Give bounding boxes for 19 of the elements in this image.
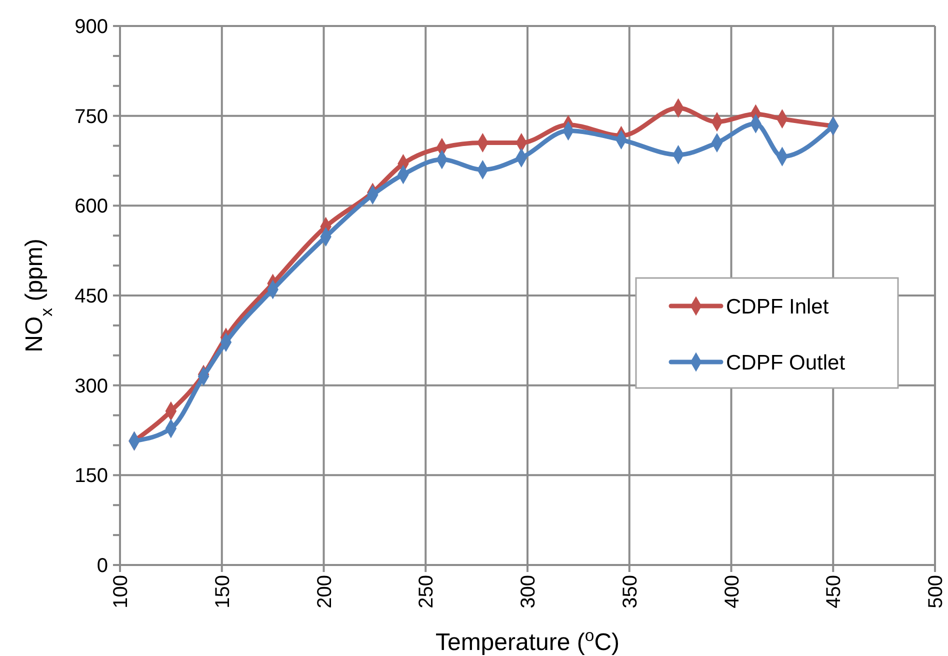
x-tick-label: 450 [823, 575, 846, 608]
x-tick-label: 500 [925, 575, 947, 608]
y-tick-label: 600 [74, 196, 108, 218]
x-tick-label: 400 [721, 575, 744, 608]
x-tick-label: 100 [110, 575, 132, 608]
legend-label: CDPF Outlet [726, 351, 846, 374]
y-tick-label: 450 [74, 286, 108, 308]
x-tick-label: 250 [416, 575, 438, 608]
y-tick-label: 300 [74, 375, 108, 398]
x-tick-label: 300 [518, 575, 540, 608]
y-tick-label: 900 [74, 16, 108, 38]
x-tick-label: 200 [314, 575, 336, 608]
y-tick-label: 0 [96, 555, 108, 577]
y-tick-label: 150 [74, 465, 108, 488]
legend-label: CDPF Inlet [726, 295, 829, 318]
x-tick-label: 350 [619, 575, 642, 608]
y-tick-label: 750 [74, 106, 108, 128]
x-axis-title: Temperature ($^{o}$C) [435, 626, 620, 656]
x-tick-label: 150 [212, 575, 234, 608]
